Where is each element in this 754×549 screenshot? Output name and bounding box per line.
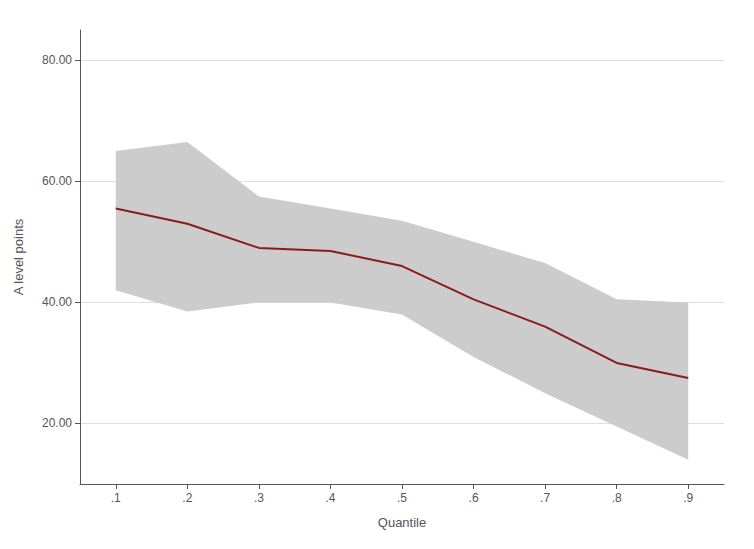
svg-text:.3: .3 [254, 491, 264, 505]
svg-text:.5: .5 [397, 491, 407, 505]
svg-text:A level points: A level points [11, 218, 26, 295]
svg-text:.9: .9 [683, 491, 693, 505]
svg-text:.6: .6 [469, 491, 479, 505]
svg-text:.2: .2 [182, 491, 192, 505]
svg-text:40.00: 40.00 [42, 295, 72, 309]
svg-text:.8: .8 [612, 491, 622, 505]
svg-text:20.00: 20.00 [42, 416, 72, 430]
svg-text:.1: .1 [111, 491, 121, 505]
svg-text:80.00: 80.00 [42, 53, 72, 67]
svg-text:.7: .7 [540, 491, 550, 505]
svg-text:.4: .4 [325, 491, 335, 505]
svg-text:Quantile: Quantile [378, 515, 426, 530]
svg-text:60.00: 60.00 [42, 174, 72, 188]
